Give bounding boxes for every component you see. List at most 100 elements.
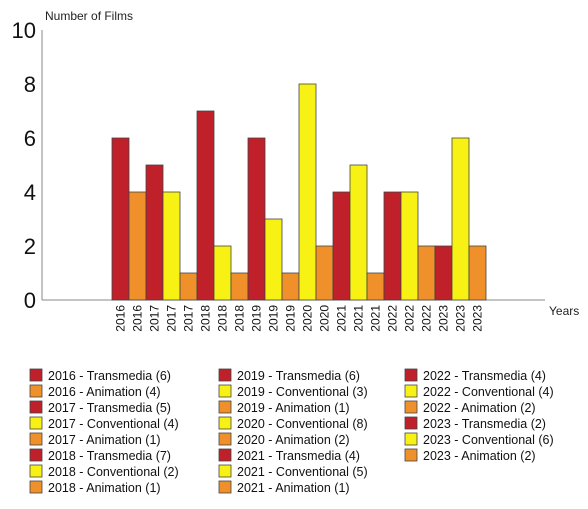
bar-2021-transmedia [332,191,351,301]
legend-item: 2018 - Transmedia (7) [29,448,171,463]
legend-swatch [29,480,43,494]
legend-swatch [218,480,232,494]
legend-swatch [218,368,232,382]
x-tick-label: 2019 [250,305,264,332]
x-tick-label: 2017 [148,305,162,332]
legend-label: 2020 - Conventional (8) [237,417,368,431]
legend-label: 2023 - Conventional (6) [423,433,554,447]
bar-2021-conventional [349,164,368,301]
bar-2022-transmedia [383,191,402,301]
x-tick-label: 2022 [386,305,400,332]
x-axis-title: Years [549,304,579,318]
x-tick-label: 2021 [335,305,349,332]
x-tick-label: 2022 [403,305,417,332]
bar-2023-transmedia [434,245,453,301]
legend-swatch [404,400,418,414]
legend-swatch [29,368,43,382]
legend-label: 2023 - Transmedia (2) [423,417,546,431]
legend-swatch [404,448,418,462]
bar-2023-animation [468,245,487,301]
legend-item: 2022 - Animation (2) [404,400,536,415]
legend-item: 2018 - Conventional (2) [29,464,179,479]
bar-2018-conventional [213,245,232,301]
bar-2022-animation [417,245,436,301]
bar-2019-animation [281,272,300,301]
legend-swatch [404,368,418,382]
legend-label: 2021 - Animation (1) [237,481,350,495]
legend-swatch [218,448,232,462]
legend-swatch [404,416,418,430]
legend-label: 2022 - Transmedia (4) [423,369,546,383]
legend-label: 2018 - Conventional (2) [48,465,179,479]
bar-2017-conventional [162,191,181,301]
legend-swatch [29,464,43,478]
legend-item: 2016 - Animation (4) [29,384,161,399]
x-tick-label: 2016 [114,305,128,332]
x-tick-label: 2023 [437,305,451,332]
legend-item: 2017 - Conventional (4) [29,416,179,431]
bar-2017-transmedia [145,164,164,301]
legend-item: 2020 - Animation (2) [218,432,350,447]
bar-2018-animation [230,272,249,301]
legend-item: 2023 - Animation (2) [404,448,536,463]
legend-label: 2016 - Transmedia (6) [48,369,171,383]
legend-item: 2017 - Transmedia (5) [29,400,171,415]
legend-item: 2019 - Conventional (3) [218,384,368,399]
x-tick-label: 2023 [454,305,468,332]
x-tick-label: 2018 [216,305,230,332]
y-tick-label: 8 [24,72,36,97]
legend-item: 2022 - Transmedia (4) [404,368,546,383]
bar-2020-conventional [298,83,317,301]
legend-label: 2019 - Transmedia (6) [237,369,360,383]
x-tick-label: 2019 [284,305,298,332]
bar-2020-animation [315,245,334,301]
legend-swatch [218,384,232,398]
x-tick-label: 2018 [199,305,213,332]
legend-label: 2021 - Conventional (5) [237,465,368,479]
y-tick-labels: 0 2 4 6 8 10 [12,18,36,313]
legend-label: 2019 - Animation (1) [237,401,350,415]
legend-item: 2019 - Transmedia (6) [218,368,360,383]
legend-label: 2018 - Transmedia (7) [48,449,171,463]
legend-item: 2023 - Transmedia (2) [404,416,546,431]
bar-2016-animation [128,191,147,301]
chart-bars [111,83,487,301]
legend-swatch [218,432,232,446]
bar-2021-animation [366,272,385,301]
legend-swatch [29,384,43,398]
y-tick-label: 2 [24,234,36,259]
x-tick-label: 2019 [267,305,281,332]
legend-item: 2017 - Animation (1) [29,432,161,447]
y-axis-title: Number of Films [45,9,133,23]
legend-swatch [218,416,232,430]
legend-swatch [29,416,43,430]
bar-2019-transmedia [247,137,266,301]
bar-2017-animation [179,272,198,301]
x-tick-label: 2016 [131,305,145,332]
x-tick-label: 2017 [182,305,196,332]
legend-item: 2023 - Conventional (6) [404,432,554,447]
legend-swatch [404,384,418,398]
legend-swatch [404,432,418,446]
legend-label: 2017 - Conventional (4) [48,417,179,431]
legend-swatch [29,432,43,446]
legend-label: 2018 - Animation (1) [48,481,161,495]
x-tick-label: 2018 [233,305,247,332]
bar-2023-conventional [451,137,470,301]
legend-label: 2020 - Animation (2) [237,433,350,447]
legend-swatch [29,448,43,462]
legend-item: 2022 - Conventional (4) [404,384,554,399]
legend-label: 2022 - Animation (2) [423,401,536,415]
legend-swatch [218,400,232,414]
legend-label: 2022 - Conventional (4) [423,385,554,399]
x-tick-label: 2023 [471,305,485,332]
bar-2022-conventional [400,191,419,301]
legend-label: 2017 - Transmedia (5) [48,401,171,415]
legend-item: 2021 - Transmedia (4) [218,448,360,463]
y-tick-label: 4 [24,180,36,205]
x-tick-label: 2022 [420,305,434,332]
legend-item: 2016 - Transmedia (6) [29,368,171,383]
bar-2016-transmedia [111,137,130,301]
legend-label: 2017 - Animation (1) [48,433,161,447]
legend-swatch [29,400,43,414]
